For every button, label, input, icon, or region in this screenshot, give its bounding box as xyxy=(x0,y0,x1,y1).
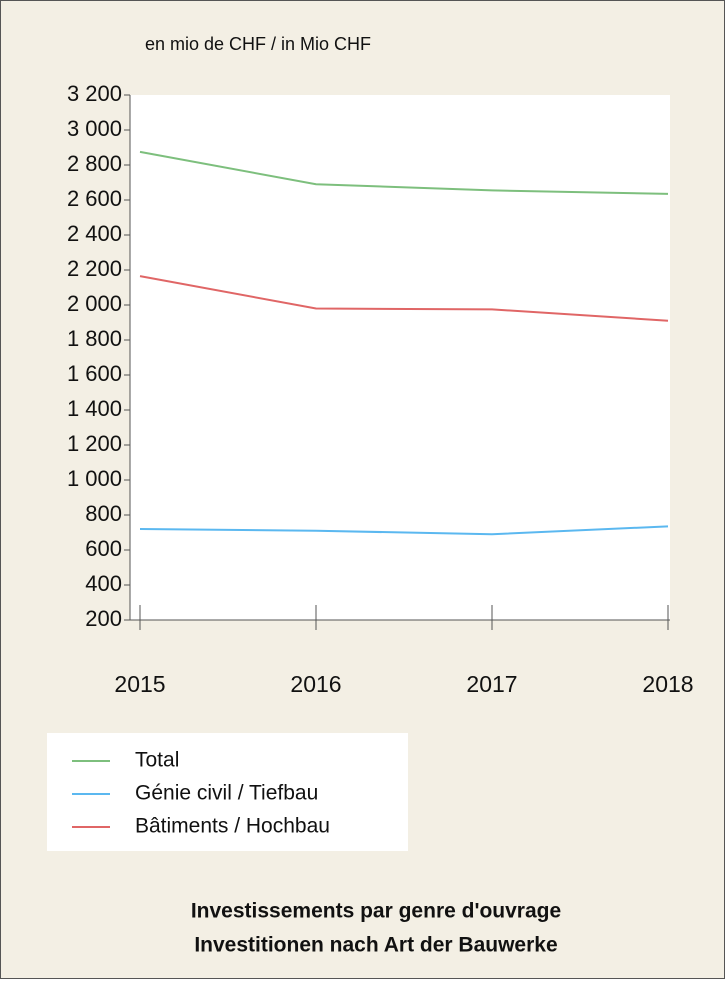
chart-title: Investissements par genre d'ouvrage xyxy=(191,900,561,923)
y-tick-label: 600 xyxy=(85,536,122,561)
y-tick-label: 1 800 xyxy=(67,326,122,351)
legend-label: Génie civil / Tiefbau xyxy=(135,782,318,805)
y-tick-label: 2 200 xyxy=(67,256,122,281)
y-tick-label: 1 000 xyxy=(67,466,122,491)
series-line xyxy=(139,150,669,195)
x-tick-label: 2017 xyxy=(466,671,517,697)
y-tick-label: 2 400 xyxy=(67,221,122,246)
y-tick-label: 2 000 xyxy=(67,291,122,316)
legend-label: Total xyxy=(135,749,179,772)
y-tick-label: 400 xyxy=(85,571,122,596)
series-line xyxy=(139,275,669,322)
y-tick-label: 3 000 xyxy=(67,116,122,141)
plot-area xyxy=(130,95,670,620)
legend-label: Bâtiments / Hochbau xyxy=(135,815,330,838)
series-line xyxy=(139,525,669,536)
y-tick-label: 1 400 xyxy=(67,396,122,421)
y-tick-label: 1 600 xyxy=(67,361,122,386)
x-tick-label: 2018 xyxy=(642,671,693,697)
chart-subtitle: Investitionen nach Art der Bauwerke xyxy=(194,934,557,957)
y-tick-label: 3 200 xyxy=(67,81,122,106)
legend xyxy=(47,733,408,851)
y-tick-label: 2 600 xyxy=(67,186,122,211)
x-tick-label: 2015 xyxy=(114,671,165,697)
x-tick-label: 2016 xyxy=(290,671,341,697)
y-axis-label: en mio de CHF / in Mio CHF xyxy=(145,34,371,54)
y-tick-label: 1 200 xyxy=(67,431,122,456)
y-tick-label: 800 xyxy=(85,501,122,526)
y-tick-label: 2 800 xyxy=(67,151,122,176)
y-tick-label: 200 xyxy=(85,606,122,631)
